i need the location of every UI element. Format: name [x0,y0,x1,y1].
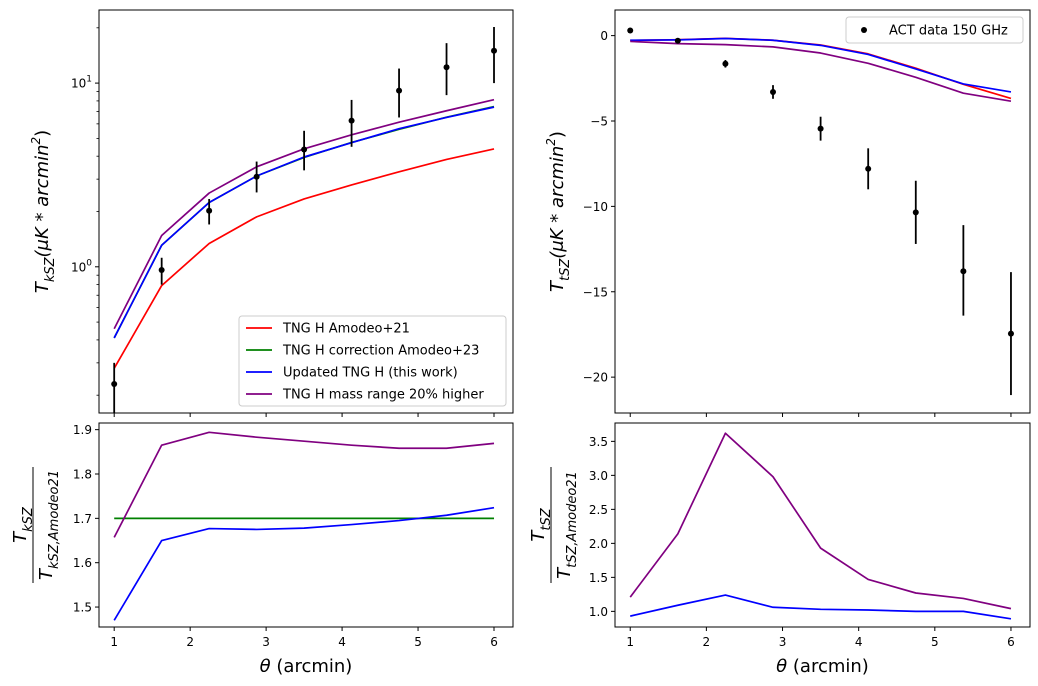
y-label-denominator: TkSZ,Amodeo21 [36,470,62,580]
y-tick-label: 1.6 [73,556,92,570]
legend-label: TNG H correction Amodeo+23 [282,344,479,359]
axes-frame [614,9,1031,414]
data-point [253,173,260,180]
data-point [301,146,308,153]
panel-bottom-right: 1.0 1.5 2.0 2.5 3.0 3.5 1 2 3 4 5 6 TtSZTtSZ,Amodeo2… [528,422,1031,677]
y-label-denominator: TtSZ,Amodeo21 [554,471,580,579]
data-point [865,165,872,172]
series-line [630,37,1012,93]
y-tick-label: −10 [583,200,608,214]
y-axis-label: TkSZ(μK * arcmin2) [29,130,58,293]
x-tick-label: 2 [186,635,194,649]
data-point [111,381,118,388]
x-tick-label: 5 [414,635,422,649]
data-point [817,125,824,132]
legend-label: TNG H Amodeo+21 [282,322,410,337]
x-tick-label: 6 [1007,635,1015,649]
y-tick-label: 1.9 [73,423,92,437]
data-point [627,27,634,34]
legend-label: TNG H mass range 20% higher [282,388,484,403]
x-tick-label: 5 [931,635,939,649]
x-tick-label: 1 [110,635,118,649]
x-tick-label: 6 [490,635,498,649]
plot-area [111,27,498,413]
axes-frame [98,9,514,414]
y-axis-label: TtSZ(μK * arcmin2) [544,131,573,292]
legend-top-right: ACT data 150 GHz [845,16,1024,44]
y-tick-label: 3.0 [589,469,608,483]
x-axis-label: θ (arcmin) [260,656,353,677]
y-tick-label: 1.5 [589,571,608,585]
panel-top-right: 0 −5 −10 −15 −20 TtSZ(μK * arcmin2) [544,9,1031,417]
axes-frame [614,422,1031,628]
legend-marker [861,27,867,33]
series-line [630,594,1012,620]
legend-label: ACT data 150 GHz [889,24,1008,39]
data-point [396,87,403,94]
legend-box [238,315,507,407]
y-tick-label: −20 [583,371,608,385]
y-tick-label: 0 [600,29,608,43]
series-line [113,431,495,538]
y-tick-label: 100 [71,258,92,274]
data-point [491,47,498,54]
y-label-numerator: TkSZ [10,506,36,543]
x-tick-label: 4 [855,635,863,649]
legend-box [845,16,1024,44]
axes-frame [98,422,514,628]
data-point [674,37,681,44]
panel-top-left: 100 101 TkSZ(μK * arcmin2) [29,9,514,417]
plot-area [627,27,1014,396]
y-tick-label: 1.7 [73,512,92,526]
y-tick-label: −15 [583,285,608,299]
y-tick-label: 3.5 [589,435,608,449]
x-tick-label: 3 [779,635,787,649]
legend-top-left: TNG H Amodeo+21 TNG H correction Amodeo+2… [238,315,507,407]
x-tick-label: 4 [338,635,346,649]
x-tick-label: 3 [262,635,270,649]
y-tick-label: 1.5 [73,601,92,615]
legend-label: Updated TNG H (this work) [283,366,458,381]
y-tick-label: 1.0 [589,605,608,619]
series-line [113,506,495,621]
x-tick-label: 1 [626,635,634,649]
data-point [206,207,213,214]
series-line [113,148,495,369]
data-point [722,60,729,67]
data-point [912,209,919,216]
plot-area [113,431,495,621]
data-point [770,88,777,95]
y-tick-label: −5 [590,114,608,128]
series-line [629,432,1012,610]
y-tick-label: 2.0 [589,537,608,551]
x-tick-label: 2 [703,635,711,649]
y-label-numerator: TtSZ [528,507,554,541]
data-point [348,117,355,124]
y-tick-label: 2.5 [589,503,608,517]
y-tick-label: 101 [71,75,92,91]
plot-area [629,432,1012,620]
y-label-text: TkSZ(μK * arcmin2) [29,130,58,293]
x-axis-label: θ (arcmin) [776,656,869,677]
data-point [1007,330,1014,337]
data-point [960,268,967,275]
data-point [443,64,450,71]
y-tick-label: 1.8 [73,468,92,482]
data-point [158,267,165,274]
y-label-text: TtSZ(μK * arcmin2) [544,131,573,292]
series-line [630,40,1012,103]
